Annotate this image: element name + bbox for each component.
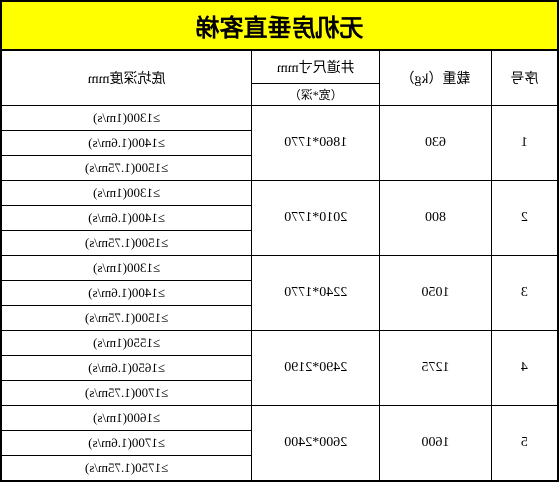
depth-cell: ≥1500(1.75m/s) — [1, 231, 252, 256]
shaft-cell: 2010*1770 — [252, 181, 380, 256]
table-row: 5 1600 2600*2400 ≥1600(1m/s) — [1, 406, 558, 431]
table-row: 1 630 1860*1770 ≥1300(1m/s) — [1, 106, 558, 131]
depth-cell: ≥1700(1.6m/s) — [1, 431, 252, 456]
load-cell: 1050 — [380, 256, 491, 331]
shaft-cell: 2600*2400 — [252, 406, 380, 482]
depth-cell: ≥1400(1.6m/s) — [1, 131, 252, 156]
elevator-spec-table: 序号 载重（kg） 井道尺寸mm 底坑深度mm （宽*深） 1 630 1860… — [0, 49, 559, 482]
depth-cell: ≥1750(1.75m/s) — [1, 456, 252, 482]
serial-cell: 1 — [491, 106, 558, 181]
shaft-cell: 2490*2190 — [252, 331, 380, 406]
depth-cell: ≥1700(1.75m/s) — [1, 381, 252, 406]
load-cell: 630 — [380, 106, 491, 181]
depth-cell: ≥1500(1.75m/s) — [1, 306, 252, 331]
depth-cell: ≥1600(1m/s) — [1, 406, 252, 431]
header-shaft-sub: （宽*深） — [252, 84, 380, 106]
depth-cell: ≥1550(1m/s) — [1, 331, 252, 356]
serial-cell: 4 — [491, 331, 558, 406]
serial-cell: 3 — [491, 256, 558, 331]
load-cell: 1600 — [380, 406, 491, 482]
load-cell: 1275 — [380, 331, 491, 406]
header-serial: 序号 — [491, 50, 558, 106]
table-title: 无机房垂直客梯 — [0, 0, 559, 49]
depth-cell: ≥1300(1m/s) — [1, 256, 252, 281]
depth-cell: ≥1300(1m/s) — [1, 181, 252, 206]
shaft-cell: 1860*1770 — [252, 106, 380, 181]
shaft-cell: 2240*1770 — [252, 256, 380, 331]
depth-cell: ≥1400(1.6m/s) — [1, 281, 252, 306]
load-cell: 800 — [380, 181, 491, 256]
table-row: 4 1275 2490*2190 ≥1550(1m/s) — [1, 331, 558, 356]
header-depth: 底坑深度mm — [1, 50, 252, 106]
table-body: 1 630 1860*1770 ≥1300(1m/s) ≥1400(1.6m/s… — [1, 106, 558, 482]
table-row: 2 800 2010*1770 ≥1300(1m/s) — [1, 181, 558, 206]
depth-cell: ≥1500(1.75m/s) — [1, 156, 252, 181]
depth-cell: ≥1300(1m/s) — [1, 106, 252, 131]
serial-cell: 2 — [491, 181, 558, 256]
depth-cell: ≥1400(1.6m/s) — [1, 206, 252, 231]
header-shaft: 井道尺寸mm — [252, 50, 380, 84]
depth-cell: ≥1650(1.6m/s) — [1, 356, 252, 381]
header-load: 载重（kg） — [380, 50, 491, 106]
table-row: 3 1050 2240*1770 ≥1300(1m/s) — [1, 256, 558, 281]
serial-cell: 5 — [491, 406, 558, 482]
